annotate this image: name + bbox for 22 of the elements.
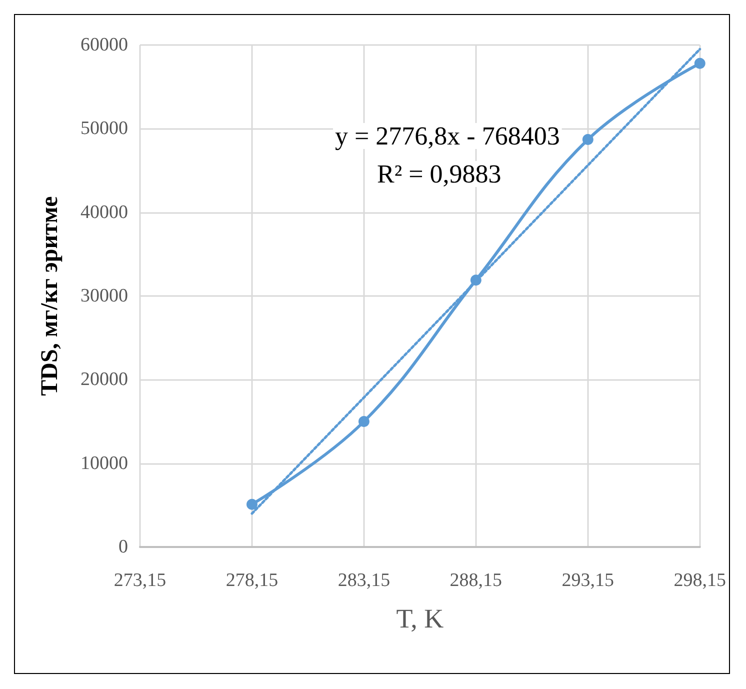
y-tick-label: 20000: [80, 369, 128, 390]
y-tick-label: 10000: [80, 452, 128, 474]
annotation: y = 2776,8x - 768403: [335, 122, 560, 150]
x-tick-label: 293,15: [562, 570, 614, 591]
x-tick-label: 278,15: [226, 570, 278, 591]
y-tick-label: 40000: [80, 202, 128, 223]
y-tick-label: 0: [118, 536, 128, 558]
y-axis-title: TDS, мг/кг эритме: [37, 196, 63, 396]
y-tick-label: 60000: [80, 34, 128, 56]
y-tick-label: 30000: [80, 286, 128, 306]
x-axis-title: T, K: [396, 604, 444, 634]
point: [470, 274, 482, 286]
x-tick-label: 298,15: [674, 570, 726, 591]
point: [246, 498, 258, 510]
point: [358, 416, 370, 427]
annotation: R² = 0,9883: [377, 160, 502, 188]
x-tick-label: 283,15: [338, 570, 390, 591]
x-tick-label: 288,15: [450, 570, 502, 591]
point: [694, 58, 706, 69]
x-tick-label: 273,15: [114, 570, 166, 591]
y-tick-label: 50000: [80, 118, 128, 140]
point: [582, 134, 594, 146]
